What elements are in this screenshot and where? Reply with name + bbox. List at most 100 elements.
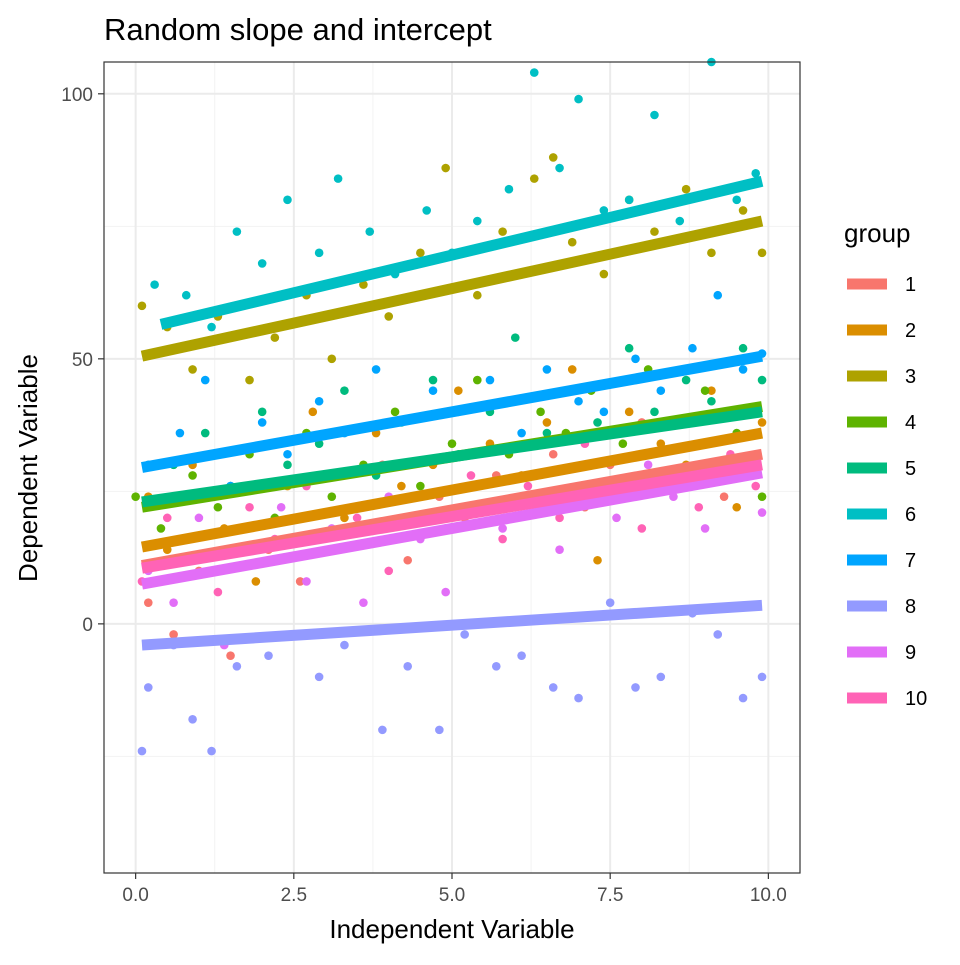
data-point-group-3 <box>548 153 558 162</box>
data-point-group-1 <box>226 651 235 660</box>
y-tick-label: 100 <box>61 85 93 106</box>
data-point-group-8 <box>656 672 666 682</box>
legend-item-6: 6 <box>847 504 916 526</box>
legend-item-7: 7 <box>847 550 916 572</box>
data-point-group-8 <box>264 651 273 660</box>
data-point-group-9 <box>302 577 311 586</box>
x-tick-label: 10.0 <box>750 885 787 906</box>
data-point-group-3 <box>473 290 482 300</box>
data-point-group-9 <box>612 513 621 523</box>
data-point-group-3 <box>681 184 691 194</box>
data-point-group-8 <box>435 725 444 735</box>
data-point-group-5 <box>200 428 210 438</box>
data-point-group-6 <box>504 184 514 194</box>
legend-label-8: 8 <box>905 596 916 618</box>
y-tick-label: 0 <box>82 615 93 636</box>
data-point-group-7 <box>257 418 267 427</box>
legend-item-5: 5 <box>847 458 916 480</box>
data-point-group-10 <box>466 471 476 480</box>
data-point-group-10 <box>523 481 533 491</box>
data-point-group-3 <box>757 248 767 258</box>
fit-line-group-6 <box>159 175 764 330</box>
data-point-group-3 <box>650 227 659 236</box>
data-point-group-5 <box>624 343 634 353</box>
data-point-group-6 <box>365 227 375 236</box>
data-point-group-5 <box>340 386 349 395</box>
data-point-group-9 <box>359 598 368 607</box>
data-point-group-8 <box>517 651 526 660</box>
data-point-group-4 <box>757 492 767 501</box>
data-point-group-5 <box>650 407 659 417</box>
data-point-group-3 <box>529 174 539 183</box>
data-point-group-10 <box>384 566 394 576</box>
x-tick-label: 2.5 <box>281 885 307 906</box>
data-point-group-9 <box>194 513 204 523</box>
data-point-group-2 <box>454 386 463 395</box>
data-point-group-8 <box>207 746 216 756</box>
data-point-group-1 <box>295 577 305 586</box>
legend-label-6: 6 <box>905 504 916 526</box>
data-point-group-9 <box>757 508 767 517</box>
data-point-group-6 <box>624 195 634 205</box>
data-point-group-4 <box>536 407 545 417</box>
data-point-group-7 <box>371 365 381 374</box>
data-point-group-6 <box>751 169 761 178</box>
data-point-group-3 <box>498 227 507 236</box>
data-point-group-2 <box>542 418 552 427</box>
data-point-group-8 <box>574 693 583 703</box>
legend-label-2: 2 <box>905 320 916 342</box>
legend: group 1 2 3 4 5 6 7 8 9 10 <box>844 218 927 710</box>
data-point-group-7 <box>688 343 697 353</box>
data-point-group-4 <box>156 524 166 533</box>
data-point-group-8 <box>143 683 153 692</box>
data-point-group-3 <box>441 163 450 173</box>
data-point-group-8 <box>713 630 723 639</box>
data-point-group-9 <box>169 598 178 607</box>
data-point-group-10 <box>637 524 647 533</box>
data-point-group-4 <box>327 492 337 501</box>
data-point-group-2 <box>251 577 261 586</box>
data-point-group-6 <box>574 94 583 104</box>
data-point-group-6 <box>529 68 539 77</box>
data-point-group-2 <box>707 386 716 395</box>
data-point-group-8 <box>757 672 767 682</box>
data-point-group-3 <box>137 301 147 311</box>
data-point-group-8 <box>631 683 640 692</box>
data-point-group-8 <box>378 725 387 735</box>
data-point-group-6 <box>555 163 564 173</box>
data-point-group-5 <box>510 333 520 342</box>
data-point-group-6 <box>150 280 159 289</box>
data-point-group-6 <box>207 322 216 332</box>
legend-label-10: 10 <box>905 688 927 710</box>
data-point-group-5 <box>707 396 716 406</box>
data-point-group-7 <box>656 386 666 395</box>
data-point-group-1 <box>548 449 558 459</box>
data-point-group-2 <box>567 365 577 374</box>
data-point-group-5 <box>757 375 767 385</box>
data-point-group-8 <box>137 746 147 756</box>
data-point-group-3 <box>599 269 609 279</box>
legend-label-3: 3 <box>905 366 916 388</box>
data-point-group-6 <box>599 206 609 215</box>
data-point-group-4 <box>213 502 223 512</box>
y-tick-label: 50 <box>72 350 93 371</box>
data-point-group-7 <box>574 396 583 406</box>
legend-item-4: 4 <box>847 412 916 434</box>
fit-line-group-7 <box>140 350 764 473</box>
legend-items: 1 2 3 4 5 6 7 8 9 10 <box>847 274 927 710</box>
legend-item-9: 9 <box>847 642 916 664</box>
data-point-group-4 <box>131 492 140 501</box>
data-point-group-2 <box>593 555 602 565</box>
data-point-group-10 <box>498 534 507 544</box>
data-point-group-3 <box>270 333 280 342</box>
data-point-group-8 <box>460 630 469 639</box>
data-point-group-6 <box>473 216 482 226</box>
data-point-group-1 <box>403 555 413 565</box>
data-point-group-10 <box>694 502 704 512</box>
data-point-group-2 <box>397 481 406 491</box>
data-point-group-7 <box>631 354 640 364</box>
data-point-group-7 <box>428 386 438 395</box>
data-point-group-1 <box>143 598 153 607</box>
data-point-group-6 <box>650 110 659 120</box>
fit-line-group-9 <box>140 467 764 590</box>
